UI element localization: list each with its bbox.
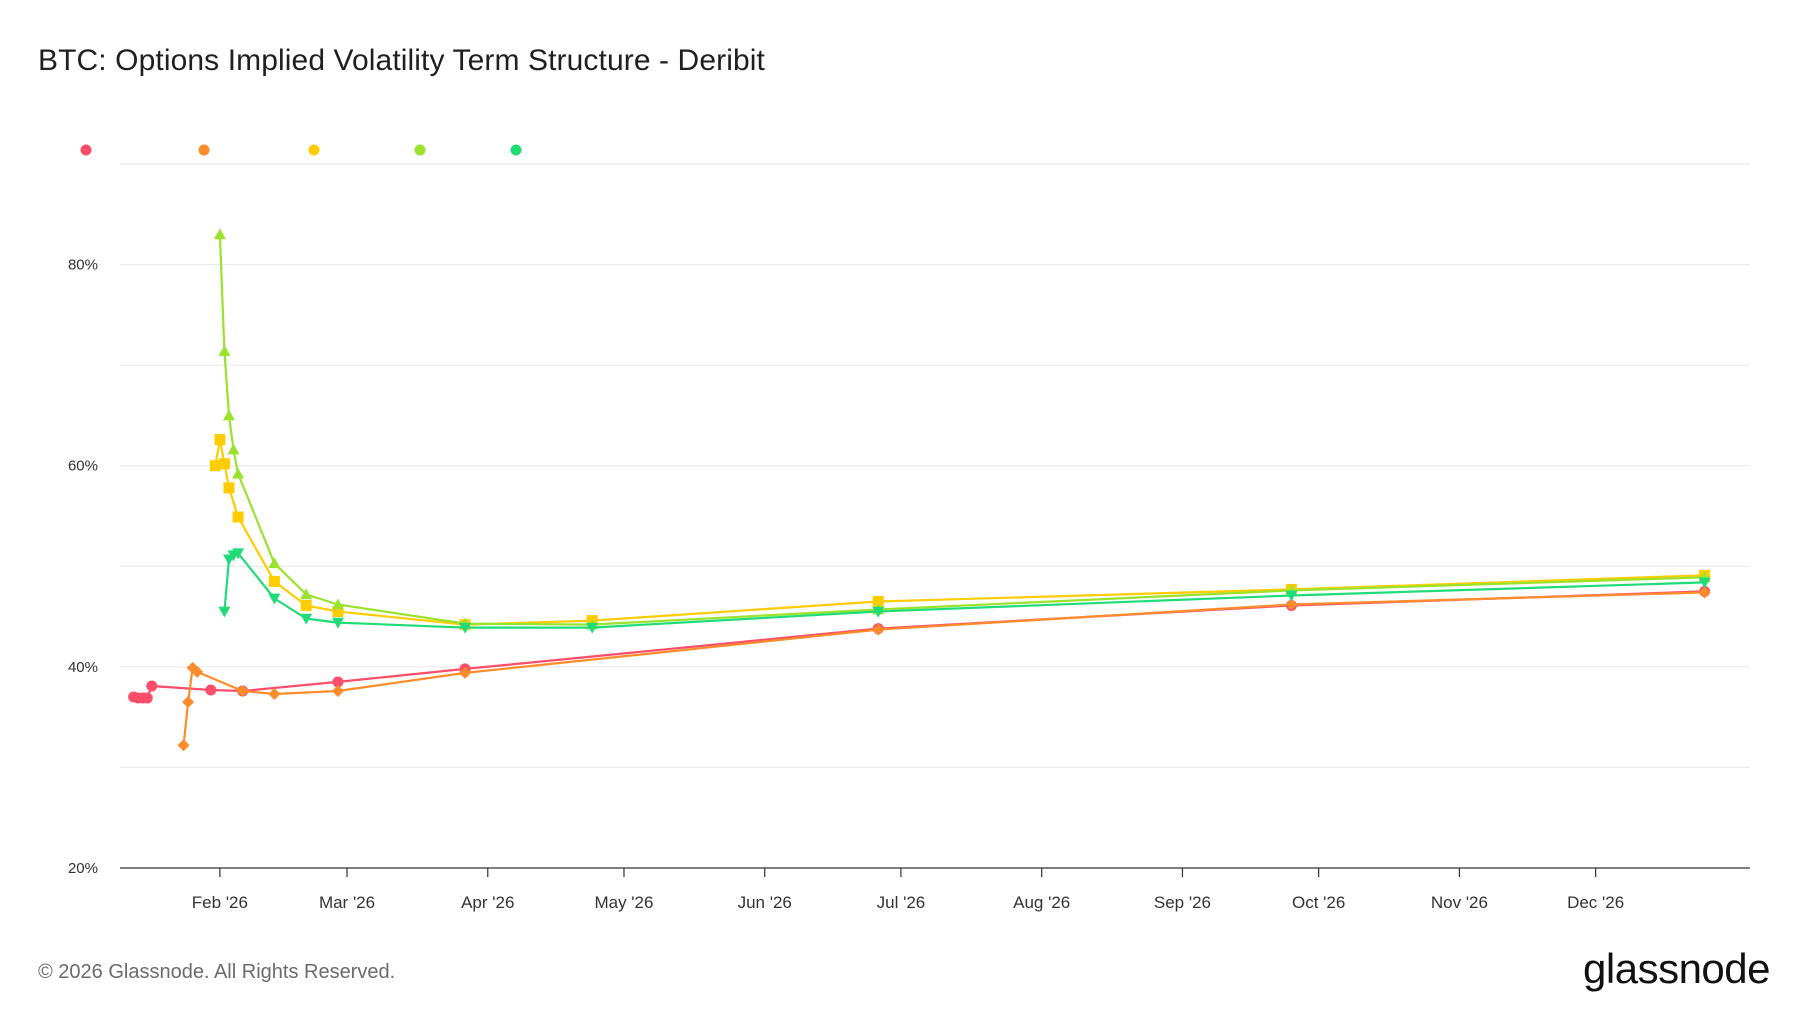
data-point	[213, 228, 226, 240]
data-point	[1285, 598, 1298, 611]
legend	[80, 144, 522, 156]
series-3	[209, 434, 1711, 631]
brand-logo: glassnode	[1583, 945, 1770, 992]
data-point	[268, 593, 281, 605]
legend-marker	[308, 144, 320, 156]
data-point	[332, 676, 344, 688]
x-tick-label: Jul '26	[877, 893, 926, 912]
data-point	[146, 680, 158, 692]
data-point	[459, 622, 472, 634]
data-point	[300, 613, 313, 625]
data-point	[331, 684, 344, 697]
data-point	[218, 458, 230, 470]
series-group	[128, 228, 1711, 752]
x-tick-label: May '26	[594, 893, 653, 912]
data-point	[331, 617, 344, 629]
gridlines	[120, 163, 1750, 768]
data-point	[1698, 586, 1711, 599]
data-point	[214, 434, 226, 446]
x-axis: Feb '26 Mar '26 Apr '26 May '26 Jun '26 Jul '…	[120, 867, 1750, 912]
legend-marker	[198, 144, 210, 156]
data-point	[182, 696, 195, 709]
data-point	[177, 739, 190, 752]
data-point	[191, 665, 204, 678]
line-chart: 20% 40% 60% 80% Feb '26 Mar '26 Apr '26 May '2…	[68, 144, 1750, 912]
x-tick-label: Dec '26	[1567, 893, 1624, 912]
data-point	[300, 600, 312, 612]
data-point	[1285, 590, 1298, 602]
data-point	[872, 623, 885, 636]
data-point	[232, 467, 245, 479]
x-tick-label: Apr '26	[461, 893, 514, 912]
x-tick-label: Feb '26	[192, 893, 248, 912]
legend-marker	[80, 144, 92, 156]
data-point	[218, 606, 231, 618]
data-point	[268, 688, 281, 701]
x-tick-label: Sep '26	[1154, 893, 1211, 912]
chart-title: BTC: Options Implied Volatility Term Str…	[38, 44, 765, 77]
data-point	[232, 548, 245, 560]
data-point	[227, 443, 240, 455]
data-point	[218, 345, 231, 356]
data-point	[232, 511, 244, 523]
series-5	[218, 548, 1711, 634]
series-2	[177, 586, 1711, 752]
x-tick-label: Oct '26	[1292, 893, 1345, 912]
data-point	[236, 684, 249, 697]
data-point	[300, 588, 313, 600]
legend-marker	[510, 144, 522, 156]
data-point	[268, 557, 281, 569]
series-line	[214, 438, 1705, 626]
data-point	[1698, 577, 1711, 589]
data-point	[222, 409, 235, 421]
data-point	[872, 606, 885, 618]
data-point	[459, 666, 472, 679]
y-tick-label: 20%	[68, 860, 98, 877]
data-point	[205, 684, 217, 696]
data-point	[332, 606, 344, 618]
x-tick-label: Mar '26	[319, 893, 375, 912]
legend-marker	[414, 144, 426, 156]
data-point	[268, 575, 280, 587]
y-axis: 20% 40% 60% 80%	[68, 257, 98, 877]
data-point	[209, 460, 221, 472]
x-tick-label: Aug '26	[1013, 893, 1070, 912]
x-tick-label: Jun '26	[738, 893, 792, 912]
data-point	[141, 692, 153, 704]
y-tick-label: 80%	[68, 257, 98, 274]
data-point	[872, 595, 884, 607]
series-4	[213, 228, 1711, 630]
data-point	[586, 622, 599, 634]
data-point	[331, 598, 344, 610]
series-line	[223, 552, 1705, 629]
y-tick-label: 60%	[68, 458, 98, 475]
copyright-notice: © 2026 Glassnode. All Rights Reserved.	[38, 961, 396, 983]
data-point	[223, 482, 235, 494]
y-tick-label: 40%	[68, 659, 98, 676]
series-1	[128, 585, 1711, 704]
x-tick-label: Nov '26	[1431, 893, 1488, 912]
